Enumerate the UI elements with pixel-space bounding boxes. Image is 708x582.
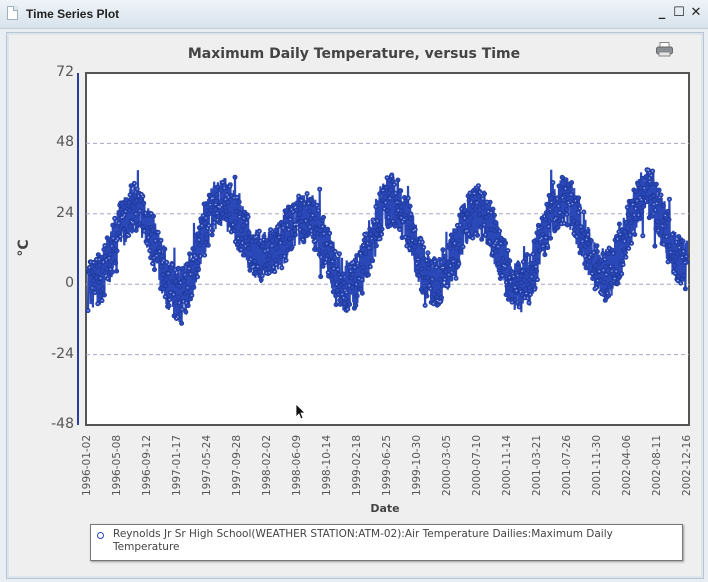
legend-item-label: Reynolds Jr Sr High School(WEATHER STATI…: [113, 528, 613, 553]
y-tick-label: -48: [51, 416, 74, 432]
mouse-cursor-icon: [295, 403, 306, 420]
minimize-button[interactable]: _: [658, 5, 666, 20]
chart-legend: Reynolds Jr Sr High School(WEATHER STATI…: [90, 524, 683, 561]
y-tick-label: 48: [56, 134, 74, 151]
y-tick-label: 24: [56, 204, 74, 221]
maximize-button[interactable]: ☐: [673, 5, 685, 20]
close-button[interactable]: ✕: [690, 5, 702, 20]
window-title: Time Series Plot: [26, 7, 120, 21]
window-titlebar[interactable]: Time Series Plot _ ☐ ✕: [0, 0, 708, 29]
x-axis-label: Date: [370, 502, 400, 515]
chart-title: Maximum Daily Temperature, versus Time: [187, 46, 521, 62]
legend-marker-icon: [97, 532, 104, 539]
y-tick-label: 72: [56, 64, 74, 80]
window-controls: _ ☐ ✕: [656, 5, 702, 20]
y-tick-label: 0: [65, 275, 74, 292]
document-icon: [7, 6, 18, 20]
y-tick-label: -24: [51, 345, 74, 362]
printer-icon[interactable]: [656, 42, 673, 57]
series-markers: [85, 167, 690, 326]
